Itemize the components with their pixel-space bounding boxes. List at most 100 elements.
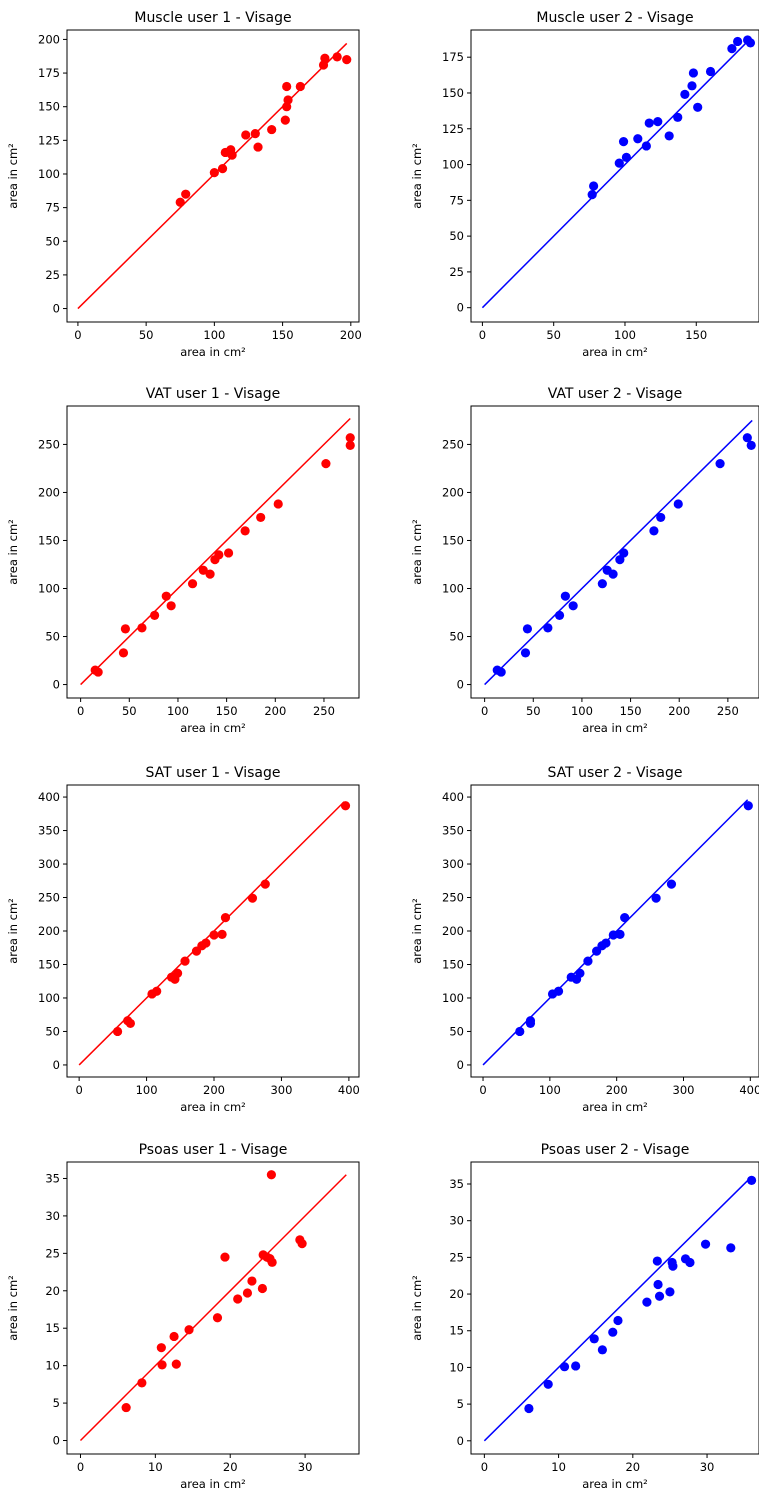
data-point: [120, 624, 130, 634]
y-axis-label: area in cm²: [410, 519, 424, 585]
y-tick-label: 5: [457, 1397, 464, 1411]
data-point: [575, 968, 585, 978]
chart-title: VAT user 2 - Visage: [548, 386, 683, 402]
y-tick-label: 150: [38, 957, 60, 971]
data-point: [553, 986, 564, 996]
y-tick-label: 0: [457, 678, 464, 692]
data-point: [267, 124, 277, 135]
data-point: [589, 1334, 599, 1344]
data-point: [608, 569, 618, 579]
x-tick-label: 150: [272, 328, 294, 342]
data-point: [282, 81, 292, 92]
y-tick-label: 0: [457, 301, 464, 315]
x-tick-label: 100: [571, 704, 593, 718]
data-point: [653, 117, 663, 127]
y-tick-label: 20: [449, 1287, 464, 1301]
y-tick-label: 10: [449, 1360, 464, 1374]
plot-frame: [470, 29, 759, 323]
y-tick-label: 5: [53, 1396, 60, 1410]
x-tick-label: 250: [313, 704, 335, 718]
data-point: [157, 1360, 167, 1370]
data-point: [220, 1252, 230, 1262]
y-tick-label: 175: [38, 66, 60, 80]
identity-line: [79, 1174, 347, 1442]
y-tick-label: 150: [442, 533, 464, 547]
data-point: [700, 1239, 711, 1249]
data-point: [705, 66, 716, 77]
x-axis-label: area in cm²: [180, 1477, 246, 1491]
data-point: [583, 956, 593, 966]
data-point: [201, 938, 211, 948]
x-tick-label: 50: [546, 328, 561, 342]
data-point: [212, 1313, 223, 1323]
data-point: [515, 1026, 525, 1037]
data-point: [587, 190, 597, 200]
data-point: [256, 512, 266, 523]
data-point: [649, 526, 659, 536]
data-point: [187, 579, 198, 589]
y-tick-label: 35: [45, 1171, 60, 1185]
chart-title: Psoas user 2 - Visage: [541, 1142, 690, 1158]
x-tick-label: 200: [340, 328, 362, 342]
data-point: [321, 459, 331, 469]
y-tick-label: 350: [38, 824, 60, 838]
data-point: [332, 52, 342, 62]
y-tick-label: 150: [442, 86, 464, 100]
data-point: [345, 440, 355, 450]
chart-title: Muscle user 1 - Visage: [134, 10, 291, 26]
x-tick-label: 0: [479, 328, 486, 342]
plot-frame: [66, 405, 360, 699]
data-point: [652, 1256, 662, 1266]
data-point: [267, 1257, 277, 1267]
data-point: [342, 55, 352, 65]
data-point: [618, 137, 629, 147]
y-tick-label: 25: [449, 1250, 464, 1264]
data-point: [156, 1343, 166, 1353]
x-tick-label: 0: [74, 328, 81, 342]
data-point: [240, 526, 250, 536]
data-point: [280, 115, 290, 125]
subplot-7: Psoas user 1 - Visage area in cm² area in …: [6, 1142, 360, 1491]
data-point: [250, 129, 260, 139]
data-point: [209, 168, 219, 178]
data-point: [554, 610, 565, 620]
data-point: [198, 565, 208, 575]
y-tick-label: 250: [38, 891, 60, 905]
x-tick-label: 10: [148, 1460, 163, 1474]
y-tick-label: 50: [45, 1024, 60, 1038]
data-point: [601, 938, 611, 948]
data-point: [150, 610, 160, 620]
data-point: [137, 623, 147, 633]
y-tick-label: 20: [45, 1284, 60, 1298]
x-tick-label: 150: [685, 328, 707, 342]
data-point: [673, 499, 683, 509]
x-axis-label: area in cm²: [180, 721, 246, 735]
x-tick-label: 30: [298, 1460, 313, 1474]
data-point: [687, 81, 697, 91]
y-tick-label: 150: [38, 533, 60, 547]
plot-frame: [66, 1161, 360, 1455]
x-tick-label: 150: [216, 704, 238, 718]
x-tick-label: 20: [625, 1460, 640, 1474]
data-point: [621, 152, 632, 162]
subplot-6: SAT user 2 - Visage area in cm² area in cm…: [410, 765, 759, 1114]
y-tick-label: 75: [449, 193, 464, 207]
y-tick-label: 300: [38, 857, 60, 871]
x-tick-label: 100: [167, 704, 189, 718]
y-axis-label: area in cm²: [6, 143, 20, 209]
x-tick-label: 200: [606, 1083, 628, 1097]
data-point: [520, 648, 531, 658]
plot-frame: [470, 1161, 759, 1455]
data-point: [608, 930, 618, 940]
data-point: [223, 548, 234, 558]
data-point: [137, 1378, 147, 1388]
data-point: [172, 968, 183, 978]
data-point: [746, 1175, 757, 1185]
data-point: [641, 141, 651, 151]
y-tick-label: 200: [38, 32, 60, 46]
data-point: [224, 147, 234, 158]
x-axis-label: area in cm²: [582, 345, 648, 359]
data-point: [247, 893, 258, 903]
y-tick-label: 15: [449, 1324, 464, 1338]
